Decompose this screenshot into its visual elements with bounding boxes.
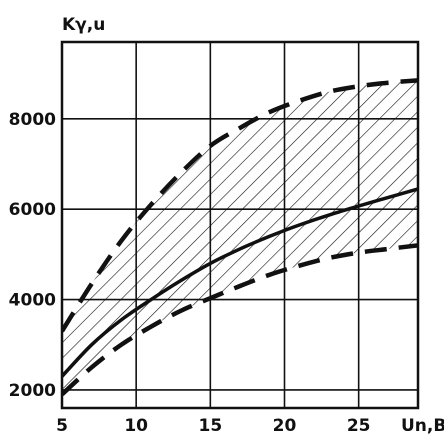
mean-solid-line bbox=[62, 187, 418, 378]
x-tick-label: 5 bbox=[56, 416, 68, 436]
x-tick-label: 10 bbox=[124, 416, 148, 436]
y-tick-label: 4000 bbox=[9, 291, 56, 311]
hatched-band bbox=[62, 80, 418, 395]
y-axis-label: Kγ,u bbox=[62, 15, 105, 35]
upper-bound-dashed-line bbox=[62, 78, 418, 333]
y-tick-label: 8000 bbox=[9, 110, 56, 130]
y-tick-labels: 2000 4000 6000 8000 bbox=[9, 110, 56, 401]
y-tick-label: 6000 bbox=[9, 200, 56, 220]
x-tick-label: 20 bbox=[273, 416, 297, 436]
x-tick-label: 15 bbox=[198, 416, 222, 436]
x-tick-label: 25 bbox=[347, 416, 371, 436]
x-tick-labels: 5 10 15 20 25 bbox=[56, 416, 370, 436]
plot-frame bbox=[60, 40, 420, 410]
lower-bound-dashed-line bbox=[62, 243, 418, 397]
x-axis-label: Un,B bbox=[401, 416, 444, 436]
y-tick-label: 2000 bbox=[9, 381, 56, 401]
